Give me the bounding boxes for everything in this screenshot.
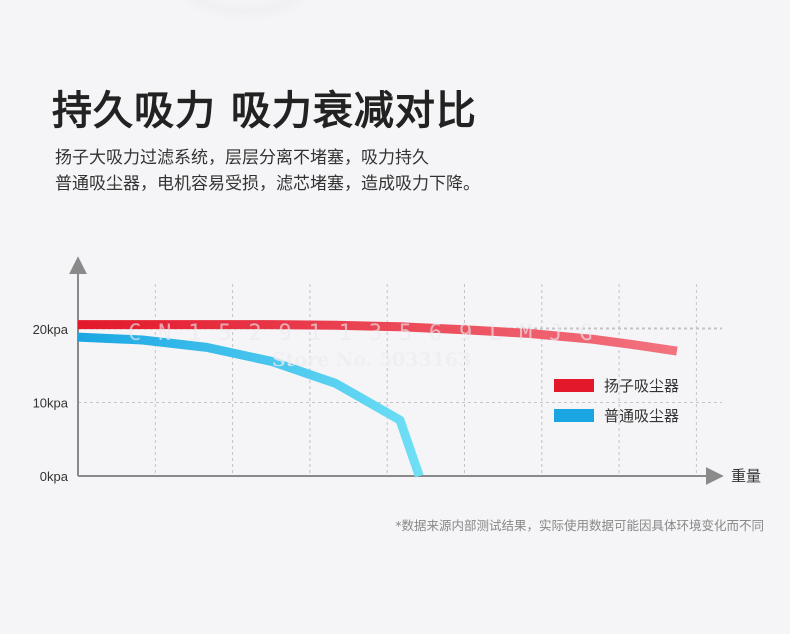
- chart-axes: [69, 256, 724, 485]
- y-tick-label: 20kpa: [33, 322, 69, 337]
- watermark: C N 1 5 2 9 1 1 3 5 6 9 L M J G Store No…: [128, 321, 594, 371]
- page-subtitle: 扬子大吸力过滤系统，层层分离不堵塞，吸力持久 普通吸尘器，电机容易受损，滤芯堵塞…: [55, 145, 480, 197]
- watermark-store: Store No. 5033163: [272, 349, 471, 371]
- y-tick-label: 10kpa: [33, 396, 69, 411]
- legend-label: 普通吸尘器: [604, 408, 679, 425]
- series-line: [77, 332, 424, 478]
- x-axis-label: 重量: [731, 468, 761, 485]
- subtitle-line-1: 扬子大吸力过滤系统，层层分离不堵塞，吸力持久: [55, 148, 429, 168]
- chart-gridlines: [78, 284, 722, 476]
- footnote: *数据来源内部测试结果，实际使用数据可能因具体环境变化而不同: [395, 518, 764, 533]
- watermark-code: C N 1 5 2 9 1 1 3 5 6 9 L M J G: [128, 321, 594, 346]
- series-line: [78, 320, 678, 356]
- page-title: 持久吸力 吸力衰减对比: [52, 88, 477, 134]
- legend-label: 扬子吸尘器: [604, 378, 679, 395]
- legend-swatch: [554, 379, 594, 392]
- legend-swatch: [554, 409, 594, 422]
- chart-series: [77, 320, 678, 478]
- y-tick-label: 0kpa: [40, 469, 69, 484]
- subtitle-line-2: 普通吸尘器，电机容易受损，滤芯堵塞，造成吸力下降。: [55, 174, 480, 194]
- y-tick-labels: 0kpa 10kpa 20kpa: [33, 322, 69, 484]
